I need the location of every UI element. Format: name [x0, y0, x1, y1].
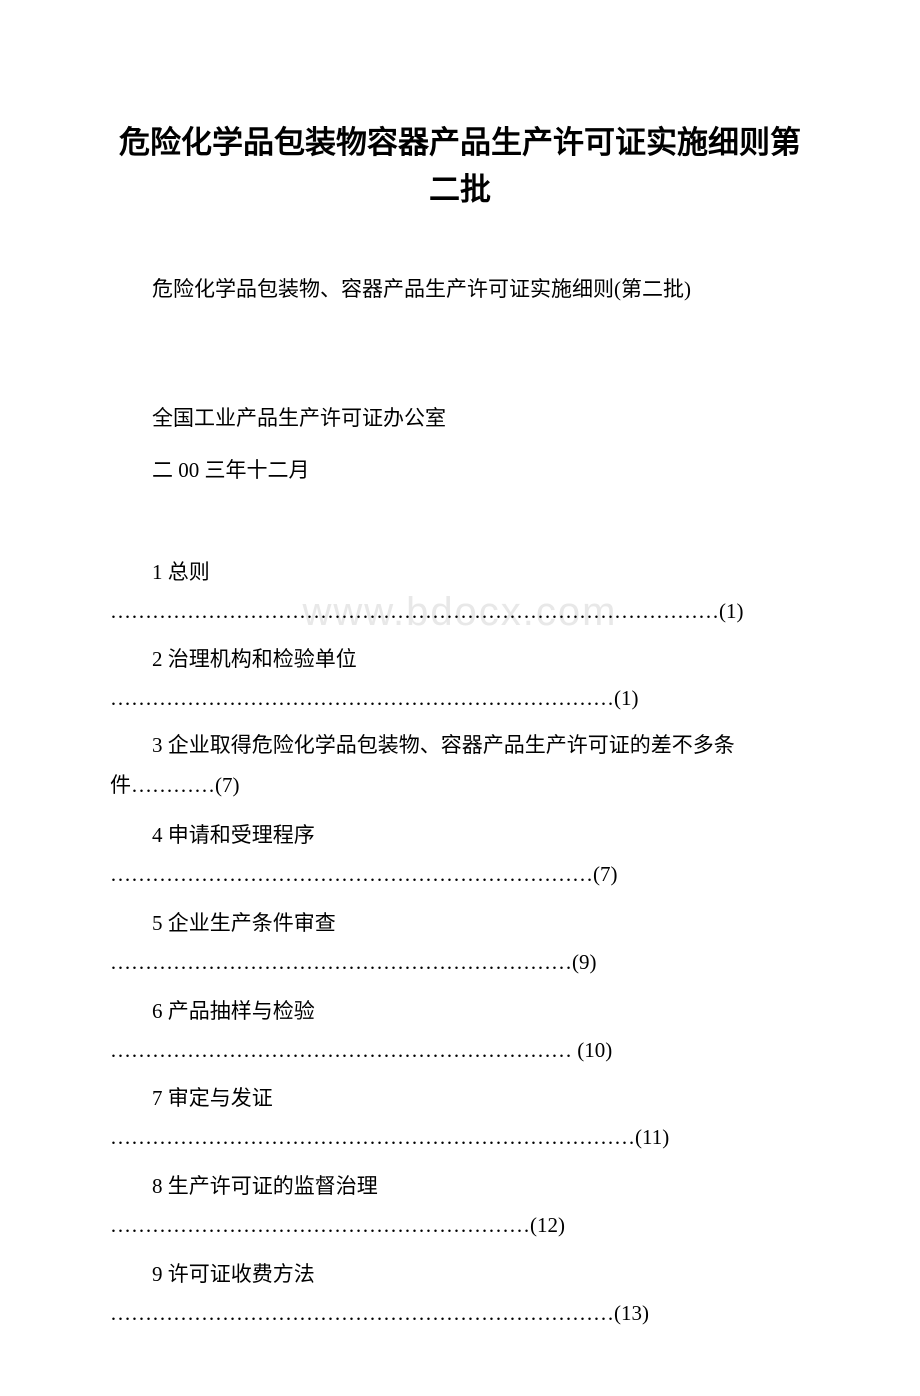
toc-item-8-heading: 8 生产许可证的监督治理: [110, 1160, 810, 1207]
toc-item-5-dots: …………………………………………………………(9): [110, 944, 810, 982]
publication-date: 二 00 三年十二月: [110, 449, 810, 491]
organization-name: 全国工业产品生产许可证办公室: [110, 397, 810, 439]
toc-item-7-heading: 7 审定与发证: [110, 1072, 810, 1119]
toc-item-6-dots: ………………………………………………………… (10): [110, 1032, 810, 1070]
toc-item-7-dots: …………………………………………………………………(11): [110, 1119, 810, 1157]
toc-item-2-heading: 2 治理机构和检验单位: [110, 633, 810, 680]
toc-item-9-dots: ………………………………………………………………(13): [110, 1295, 810, 1333]
toc-item-6-heading: 6 产品抽样与检验: [110, 985, 810, 1032]
main-title: 危险化学品包装物容器产品生产许可证实施细则第二批: [110, 120, 810, 213]
toc-item-8-dots: ……………………………………………………(12): [110, 1207, 810, 1245]
toc-item-1-dots: ……………………………………………………………………………(1): [110, 593, 810, 631]
toc-item-5-heading: 5 企业生产条件审查: [110, 897, 810, 944]
subtitle: 危险化学品包装物、容器产品生产许可证实施细则(第二批): [110, 273, 810, 307]
table-of-contents: 1 总则 ……………………………………………………………………………(1) 2 …: [110, 546, 810, 1333]
toc-item-4-heading: 4 申请和受理程序: [110, 809, 810, 856]
toc-item-3-line1: 3 企业取得危险化学品包装物、容器产品生产许可证的差不多条: [110, 721, 810, 766]
toc-item-2-dots: ………………………………………………………………(1): [110, 680, 810, 718]
toc-item-4-dots: ……………………………………………………………(7): [110, 856, 810, 894]
toc-item-3-line2: 件…………(7): [110, 766, 810, 806]
document-page: 危险化学品包装物容器产品生产许可证实施细则第二批 危险化学品包装物、容器产品生产…: [0, 0, 920, 1396]
toc-item-9-heading: 9 许可证收费方法: [110, 1248, 810, 1295]
toc-item-1-heading: 1 总则: [110, 546, 810, 593]
